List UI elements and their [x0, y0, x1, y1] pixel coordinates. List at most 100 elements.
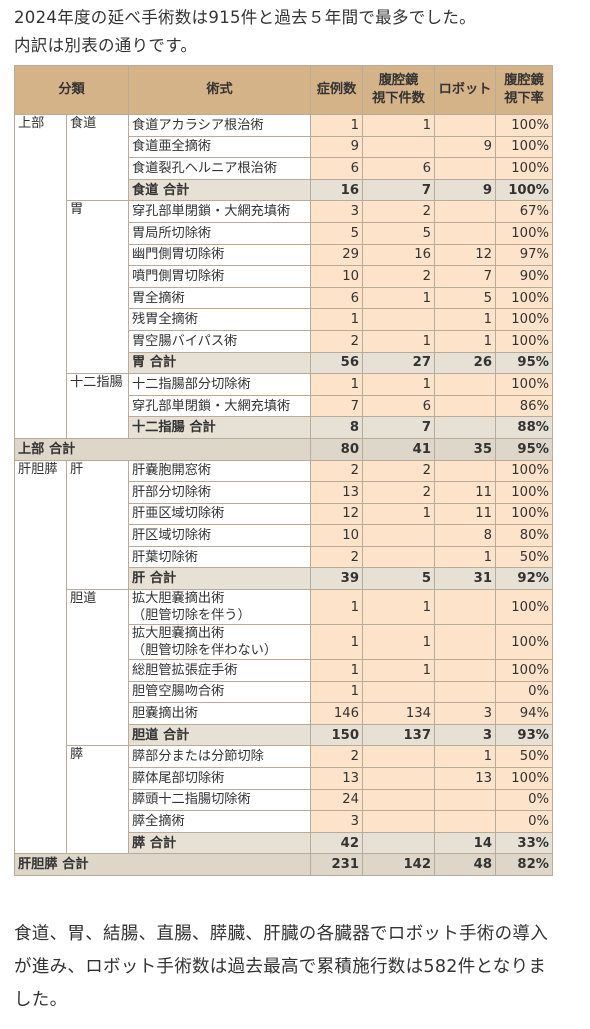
- cases-cell: 1: [310, 659, 363, 682]
- rate-cell: 100%: [495, 157, 553, 180]
- procedure-cell: 拡大胆嚢摘出術 （胆管切除を伴う）: [128, 589, 311, 626]
- header-line: 腹腔鏡: [378, 73, 419, 88]
- procedure-cell: 肝区域切除術: [128, 524, 311, 547]
- robot-cell: 13: [434, 767, 496, 790]
- cases-cell: 9: [310, 135, 363, 159]
- procedure-cell: 膵部分または分節切除: [128, 745, 311, 769]
- laparoscopic-cell: [362, 545, 435, 569]
- cases-cell: 42: [310, 831, 363, 855]
- robot-cell: 1: [434, 329, 496, 353]
- robot-cell: 12: [434, 243, 496, 267]
- rate-cell: 50%: [495, 545, 553, 569]
- group-cell: 食道: [66, 113, 129, 202]
- robot-cell: 26: [434, 351, 496, 375]
- laparoscopic-cell: 6: [362, 157, 435, 180]
- header-line: 視下件数: [372, 91, 425, 106]
- table-row: 上部 食道 食道アカラシア根治術 1 1 100%: [14, 113, 553, 439]
- robot-cell: [434, 221, 496, 245]
- header-cell: ロボット: [434, 65, 496, 115]
- laparoscopic-cell: 137: [362, 723, 435, 747]
- rate-cell: 50%: [495, 745, 553, 769]
- rate-cell: 100%: [495, 114, 553, 137]
- rate-cell: 90%: [495, 265, 553, 288]
- table-row: 穿孔部単閉鎖・大網充填術 7 6 86%: [15, 394, 553, 418]
- procedure-cell: 総胆管拡張症手術: [128, 659, 311, 682]
- laparoscopic-cell: 134: [362, 702, 435, 725]
- procedure-cell: 肝亜区域切除術: [128, 502, 311, 526]
- table-row: 拡大胆嚢摘出術 （胆管切除を伴わない） 1 1 100%: [15, 624, 553, 661]
- table-row: 膵全摘術 3 0%: [15, 810, 553, 833]
- table-row: 噴門側胃切除術 10 2 7 90%: [15, 265, 553, 288]
- robot-cell: 48: [434, 853, 496, 876]
- procedure-cell: 穿孔部単閉鎖・大網充填術: [128, 394, 311, 418]
- laparoscopic-cell: 6: [362, 394, 435, 418]
- subtotal-label: 肝 合計: [128, 567, 311, 591]
- procedure-cell: 胃全摘術: [128, 286, 311, 310]
- robot-cell: 1: [434, 308, 496, 331]
- procedure-cell: 食道アカラシア根治術: [128, 114, 311, 137]
- cases-cell: 13: [310, 767, 363, 790]
- rate-cell: 100%: [495, 329, 553, 353]
- laparoscopic-cell: [362, 831, 435, 855]
- table-row: 胃穿孔部単閉鎖・大網充填術 3 2 67%: [15, 200, 553, 375]
- laparoscopic-cell: 1: [362, 114, 435, 137]
- rate-cell: 100%: [495, 502, 553, 526]
- procedure-cell: 幽門側胃切除術: [128, 243, 311, 267]
- cases-cell: 39: [310, 567, 363, 591]
- laparoscopic-cell: 142: [362, 853, 435, 876]
- cases-cell: 6: [310, 157, 363, 180]
- section-total-row: 肝胆膵 合計 231 142 48 82%: [14, 853, 553, 876]
- procedure-cell: 十二指腸部分切除術: [128, 373, 311, 396]
- laparoscopic-cell: [362, 680, 435, 704]
- header-cell: 腹腔鏡 視下件数: [362, 65, 435, 115]
- cases-cell: 3: [310, 200, 363, 223]
- rate-cell: 100%: [495, 459, 553, 483]
- header-cell: 症例数: [310, 65, 363, 115]
- laparoscopic-cell: 41: [362, 437, 435, 461]
- procedure-cell: 噴門側胃切除術: [128, 265, 311, 288]
- procedure-cell: 食道裂孔ヘルニア根治術: [128, 157, 311, 180]
- header-cell: 分類: [14, 65, 129, 115]
- header-row: 分類 術式 症例数 腹腔鏡 視下件数 ロボット 腹腔鏡 視下率: [14, 65, 553, 115]
- rate-cell: 0%: [495, 788, 553, 812]
- table-row: 肝亜区域切除術 12 1 11 100%: [15, 502, 553, 526]
- laparoscopic-cell: 7: [362, 178, 435, 202]
- section-total-row: 上部 合計 80 41 35 95%: [14, 437, 553, 461]
- laparoscopic-cell: 5: [362, 567, 435, 591]
- robot-cell: [434, 589, 496, 626]
- cases-cell: 7: [310, 394, 363, 418]
- intro-line: 内訳は別表の通りです。: [14, 36, 198, 55]
- rate-cell: 0%: [495, 810, 553, 833]
- table-row: 胃局所切除術 5 5 100%: [15, 221, 553, 245]
- cases-cell: 1: [310, 680, 363, 704]
- robot-cell: [434, 114, 496, 137]
- rate-cell: 100%: [495, 178, 553, 202]
- table-row: 肝胆膵肝肝嚢胞開窓術 2 2 100%: [14, 459, 553, 855]
- laparoscopic-cell: 5: [362, 221, 435, 245]
- header-cell: 術式: [128, 65, 311, 115]
- rate-cell: 100%: [495, 308, 553, 331]
- cases-cell: 10: [310, 524, 363, 547]
- table-row: 膵膵部分または分節切除 2 1 50%: [15, 745, 553, 855]
- robot-cell: 14: [434, 831, 496, 855]
- robot-cell: [434, 624, 496, 661]
- cases-cell: 56: [310, 351, 363, 375]
- subtotal-row: 膵 合計 42 14 33%: [15, 831, 553, 855]
- section-cell: 上部: [14, 114, 67, 439]
- procedure-cell: 穿孔部単閉鎖・大網充填術: [128, 200, 311, 223]
- section-total-label: 肝胆膵 合計: [14, 853, 311, 876]
- section-cell: 肝胆膵: [14, 459, 67, 855]
- table-row: 幽門側胃切除術 29 16 12 97%: [15, 243, 553, 267]
- table-row: 食道亜全摘術 9 9 100%: [15, 135, 553, 159]
- rate-cell: 100%: [495, 481, 553, 504]
- robot-cell: [434, 459, 496, 483]
- rate-cell: 88%: [495, 416, 553, 439]
- cases-cell: 2: [310, 459, 363, 483]
- cases-cell: 2: [310, 745, 363, 769]
- table-row: 十二指腸 十二指腸部分切除術 1 1 100%: [15, 373, 553, 439]
- rate-cell: 100%: [495, 135, 553, 159]
- robot-cell: [434, 659, 496, 682]
- cases-cell: 2: [310, 545, 363, 569]
- laparoscopic-cell: 2: [362, 265, 435, 288]
- cases-cell: 150: [310, 723, 363, 747]
